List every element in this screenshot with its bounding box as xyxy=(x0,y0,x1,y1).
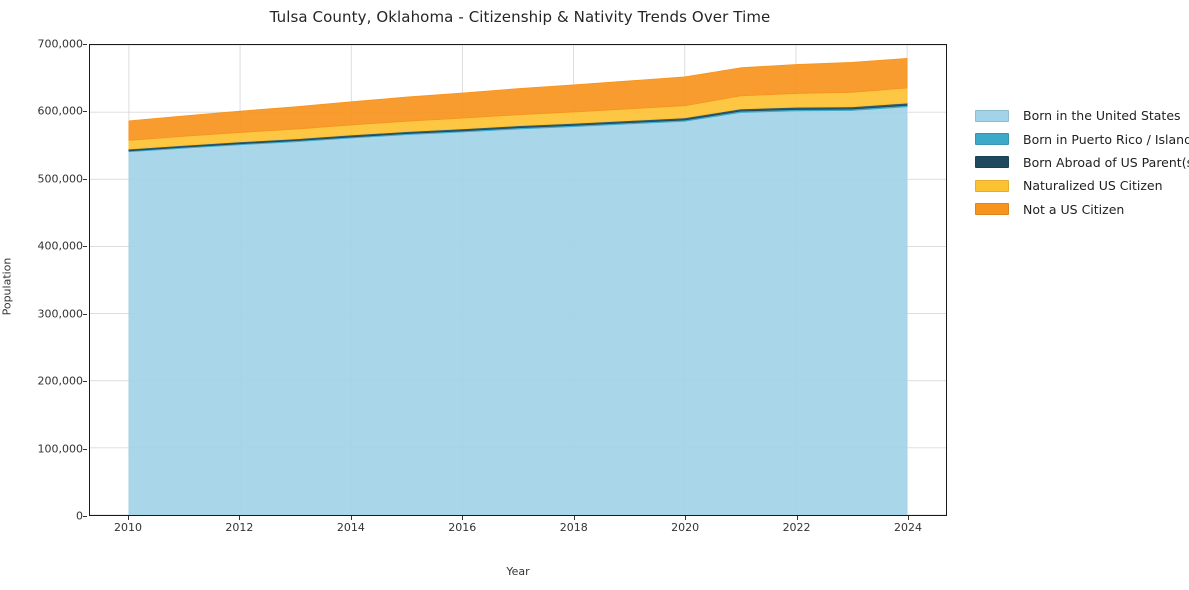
chart-title: Tulsa County, Oklahoma - Citizenship & N… xyxy=(269,8,771,26)
legend-item[interactable]: Naturalized US Citizen xyxy=(975,174,1189,197)
chart-legend: Born in the United States Born in Puerto … xyxy=(975,104,1189,221)
y-tick-mark xyxy=(83,313,87,315)
x-tick-mark xyxy=(573,516,575,520)
x-tick-label: 2014 xyxy=(336,521,365,534)
y-tick-label: 400,000 xyxy=(37,239,84,253)
legend-swatch-icon xyxy=(975,203,1009,216)
y-tick-mark xyxy=(83,44,87,45)
y-axis-label: Population xyxy=(0,257,14,316)
legend-item-label: Naturalized US Citizen xyxy=(1023,178,1163,194)
legend-swatch-icon xyxy=(975,133,1009,146)
y-tick-label: 200,000 xyxy=(37,374,84,388)
x-axis-label: Year xyxy=(506,565,530,578)
y-tick-label: 500,000 xyxy=(37,172,84,186)
x-tick-mark xyxy=(239,516,241,520)
legend-swatch-icon xyxy=(975,179,1009,192)
x-tick-label: 2022 xyxy=(782,521,811,534)
x-tick-label: 2016 xyxy=(448,521,477,534)
y-tick-label: 0 xyxy=(76,509,83,523)
x-tick-label: 2020 xyxy=(671,521,700,534)
x-tick-label: 2018 xyxy=(559,521,588,534)
plot-area xyxy=(89,44,947,516)
y-tick-mark xyxy=(83,448,87,450)
stacked-area-plot xyxy=(90,45,946,515)
y-tick-label: 700,000 xyxy=(37,37,84,51)
x-tick-mark xyxy=(796,516,798,520)
x-tick-mark xyxy=(350,516,352,520)
legend-item[interactable]: Born Abroad of US Parent(s) xyxy=(975,151,1189,174)
legend-item[interactable]: Born in the United States xyxy=(975,104,1189,127)
x-tick-label: 2012 xyxy=(225,521,254,534)
y-tick-label: 100,000 xyxy=(37,442,84,456)
legend-item-label: Not a US Citizen xyxy=(1023,201,1125,217)
y-tick-mark xyxy=(83,516,87,517)
legend-item-label: Born Abroad of US Parent(s) xyxy=(1023,154,1189,170)
area-band xyxy=(128,106,908,515)
legend-item[interactable]: Born in Puerto Rico / Islands xyxy=(975,127,1189,150)
legend-swatch-icon xyxy=(975,156,1009,169)
area-series-group xyxy=(128,58,908,515)
legend-item-label: Born in Puerto Rico / Islands xyxy=(1023,131,1189,147)
legend-item[interactable]: Not a US Citizen xyxy=(975,198,1189,221)
x-tick-label: 2010 xyxy=(114,521,142,534)
area-band xyxy=(128,58,908,141)
y-tick-mark xyxy=(83,381,87,383)
y-tick-mark xyxy=(83,246,87,248)
x-tick-label: 2024 xyxy=(894,521,922,534)
y-tick-mark xyxy=(83,178,87,180)
x-tick-mark xyxy=(908,516,909,520)
legend-item-label: Born in the United States xyxy=(1023,108,1181,124)
y-tick-mark xyxy=(83,111,87,113)
x-tick-mark xyxy=(685,516,687,520)
x-tick-mark xyxy=(128,516,129,520)
y-tick-label: 600,000 xyxy=(37,104,84,118)
x-tick-mark xyxy=(462,516,464,520)
y-tick-label: 300,000 xyxy=(37,307,84,321)
legend-swatch-icon xyxy=(975,109,1009,122)
